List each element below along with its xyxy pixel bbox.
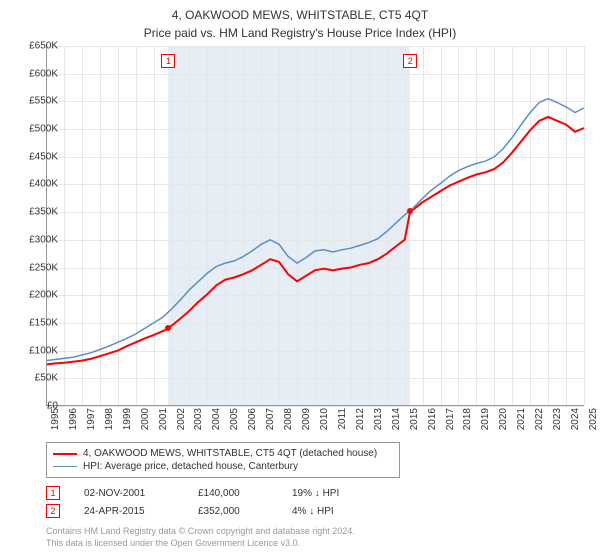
legend-swatch-hpi <box>53 466 77 468</box>
sale-point-dot <box>407 208 413 214</box>
x-axis-line <box>46 405 584 406</box>
x-axis-tick-label: 2022 <box>534 408 545 438</box>
x-axis-tick-label: 2019 <box>480 408 491 438</box>
x-axis-tick-label: 2009 <box>301 408 312 438</box>
sale-marker-2: 2 <box>403 54 417 68</box>
x-axis-tick-label: 2005 <box>229 408 240 438</box>
y-axis-tick-label: £150K <box>18 317 58 328</box>
y-axis-tick-label: £500K <box>18 124 58 135</box>
x-axis-tick-label: 2013 <box>373 408 384 438</box>
tx-hpi-delta: 19% ↓ HPI <box>292 488 362 499</box>
x-axis-tick-label: 2012 <box>355 408 366 438</box>
tx-hpi-delta: 4% ↓ HPI <box>292 506 362 517</box>
attribution-line: This data is licensed under the Open Gov… <box>46 538 355 550</box>
x-axis-tick-label: 1995 <box>50 408 61 438</box>
x-axis-tick-label: 2015 <box>409 408 420 438</box>
chart-lines <box>46 46 584 406</box>
sale-point-dot <box>165 325 171 331</box>
x-axis-tick-label: 2014 <box>391 408 402 438</box>
transaction-table: 1 02-NOV-2001 £140,000 19% ↓ HPI 2 24-AP… <box>46 484 362 520</box>
x-axis-tick-label: 2023 <box>552 408 563 438</box>
x-axis-tick-label: 2020 <box>498 408 509 438</box>
sale-marker-1: 1 <box>161 54 175 68</box>
table-row: 2 24-APR-2015 £352,000 4% ↓ HPI <box>46 502 362 520</box>
gridline-horizontal <box>46 406 584 407</box>
x-axis-tick-label: 2001 <box>158 408 169 438</box>
x-axis-tick-label: 2017 <box>445 408 456 438</box>
x-axis-tick-label: 2002 <box>176 408 187 438</box>
legend-item-hpi: HPI: Average price, detached house, Cant… <box>53 460 393 473</box>
legend-item-price: 4, OAKWOOD MEWS, WHITSTABLE, CT5 4QT (de… <box>53 447 393 460</box>
y-axis-tick-label: £300K <box>18 234 58 245</box>
series-line-price_paid <box>46 117 584 365</box>
legend-swatch-price <box>53 453 77 455</box>
x-axis-tick-label: 1996 <box>68 408 79 438</box>
x-axis-tick-label: 1997 <box>86 408 97 438</box>
x-axis-tick-label: 2004 <box>211 408 222 438</box>
gridline-vertical <box>584 46 585 406</box>
x-axis-tick-label: 1998 <box>104 408 115 438</box>
y-axis-tick-label: £600K <box>18 68 58 79</box>
x-axis-tick-label: 2011 <box>337 408 348 438</box>
x-axis-tick-label: 2000 <box>140 408 151 438</box>
x-axis-tick-label: 2016 <box>427 408 438 438</box>
y-axis-tick-label: £350K <box>18 207 58 218</box>
table-row: 1 02-NOV-2001 £140,000 19% ↓ HPI <box>46 484 362 502</box>
chart-title-main: 4, OAKWOOD MEWS, WHITSTABLE, CT5 4QT <box>0 0 600 22</box>
x-axis-tick-label: 2006 <box>247 408 258 438</box>
tx-marker-icon: 2 <box>46 504 60 518</box>
x-axis-tick-label: 2008 <box>283 408 294 438</box>
y-axis-tick-label: £200K <box>18 290 58 301</box>
legend-box: 4, OAKWOOD MEWS, WHITSTABLE, CT5 4QT (de… <box>46 442 400 478</box>
x-axis-tick-label: 2021 <box>516 408 527 438</box>
x-axis-tick-label: 2018 <box>462 408 473 438</box>
x-axis-tick-label: 2024 <box>570 408 581 438</box>
x-axis-tick-label: 2010 <box>319 408 330 438</box>
y-axis-tick-label: £550K <box>18 96 58 107</box>
chart-title-sub: Price paid vs. HM Land Registry's House … <box>0 22 600 40</box>
tx-marker-icon: 1 <box>46 486 60 500</box>
x-axis-tick-label: 2007 <box>265 408 276 438</box>
y-axis-tick-label: £250K <box>18 262 58 273</box>
y-axis-tick-label: £650K <box>18 41 58 52</box>
attribution-text: Contains HM Land Registry data © Crown c… <box>46 526 355 549</box>
y-axis-tick-label: £400K <box>18 179 58 190</box>
tx-date: 02-NOV-2001 <box>84 488 174 499</box>
tx-date: 24-APR-2015 <box>84 506 174 517</box>
series-line-hpi <box>46 99 584 361</box>
y-axis-tick-label: £450K <box>18 151 58 162</box>
legend-label: 4, OAKWOOD MEWS, WHITSTABLE, CT5 4QT (de… <box>83 448 377 459</box>
legend-label: HPI: Average price, detached house, Cant… <box>83 461 298 472</box>
y-axis-tick-label: £50K <box>18 373 58 384</box>
tx-price: £140,000 <box>198 488 268 499</box>
x-axis-tick-label: 2003 <box>193 408 204 438</box>
tx-price: £352,000 <box>198 506 268 517</box>
chart-plot-area: 12 <box>46 46 584 406</box>
y-axis-tick-label: £100K <box>18 345 58 356</box>
x-axis-tick-label: 2025 <box>588 408 599 438</box>
x-axis-tick-label: 1999 <box>122 408 133 438</box>
attribution-line: Contains HM Land Registry data © Crown c… <box>46 526 355 538</box>
